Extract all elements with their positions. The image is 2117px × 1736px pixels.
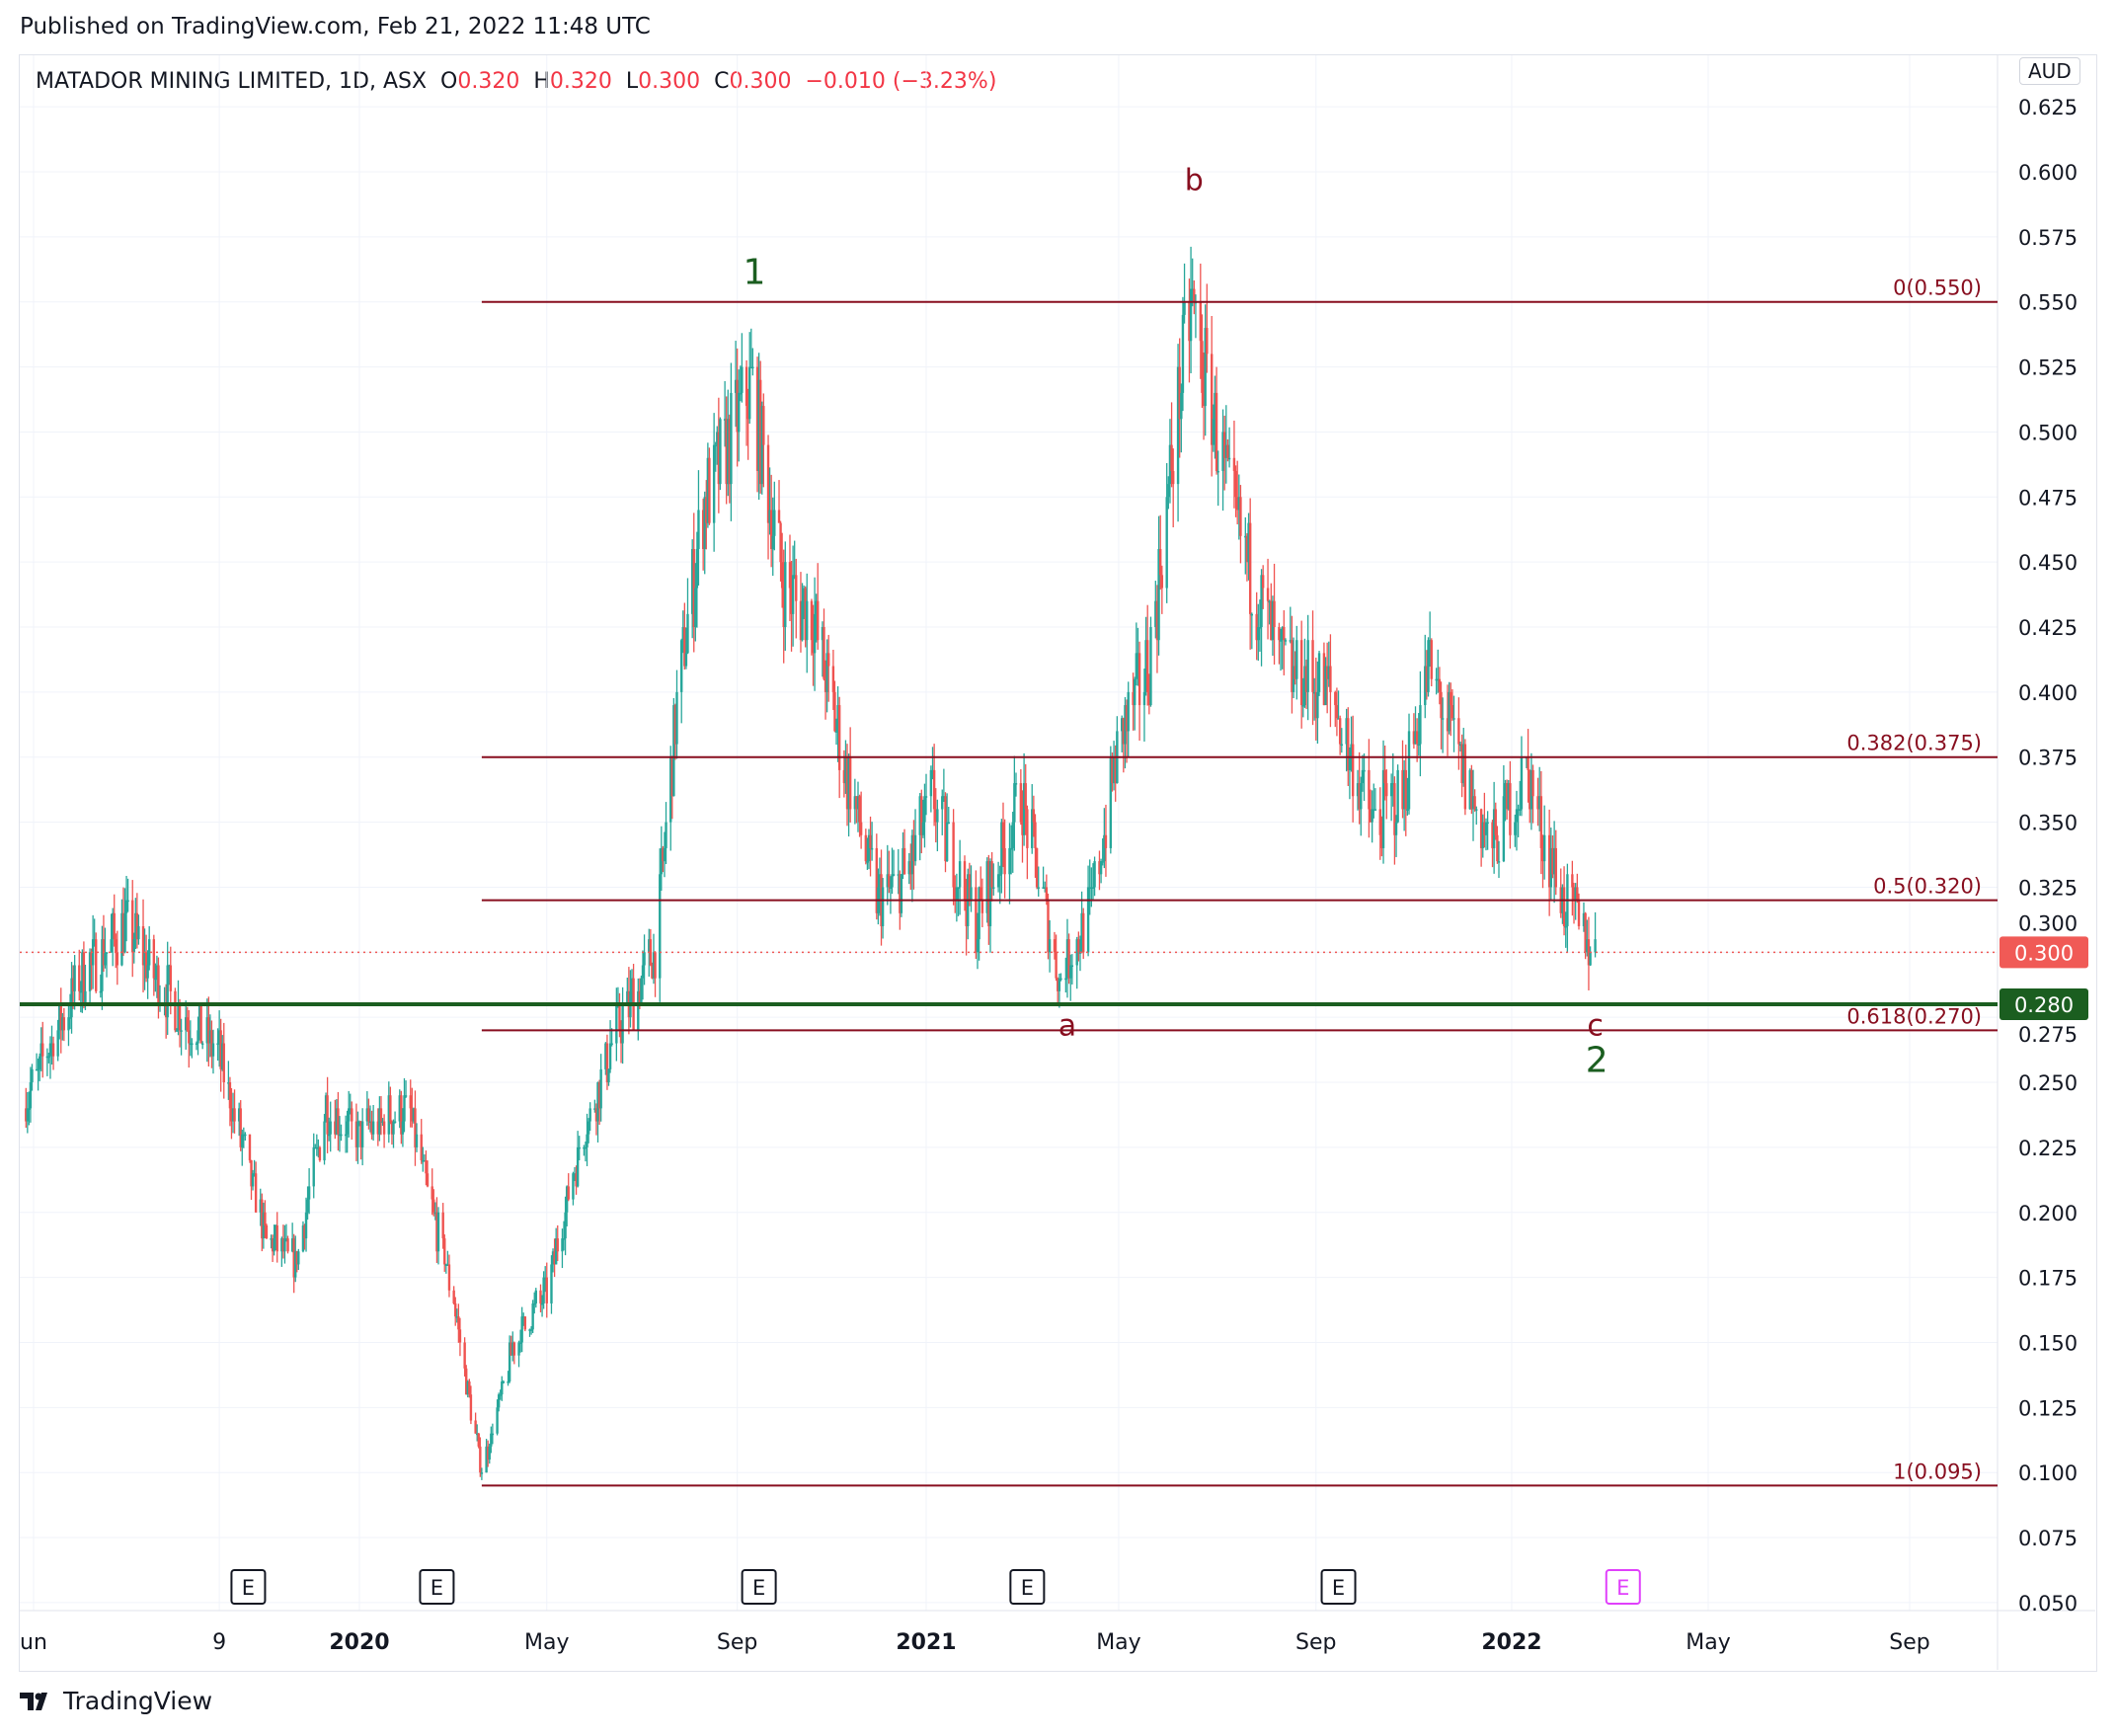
brand-name: TradingView	[63, 1687, 213, 1715]
high-value: 0.320	[549, 69, 612, 94]
tradingview-logo[interactable]: TradingView	[20, 1687, 212, 1715]
high-label: H	[533, 69, 550, 94]
low-value: 0.300	[638, 69, 701, 94]
close-label: C	[714, 69, 730, 94]
published-note: Published on TradingView.com, Feb 21, 20…	[20, 14, 651, 39]
symbol-legend: MATADOR MINING LIMITED, 1D, ASX O0.320 H…	[36, 69, 996, 94]
symbol-title: MATADOR MINING LIMITED, 1D, ASX	[36, 69, 428, 94]
low-label: L	[625, 69, 639, 94]
close-value: 0.300	[729, 69, 792, 94]
currency-button[interactable]: AUD	[2019, 57, 2080, 85]
chart-frame[interactable]	[19, 54, 2097, 1672]
open-label: O	[440, 69, 458, 94]
change-value: −0.010 (−3.23%)	[805, 69, 997, 94]
open-value: 0.320	[457, 69, 520, 94]
tradingview-logo-icon	[20, 1692, 47, 1710]
